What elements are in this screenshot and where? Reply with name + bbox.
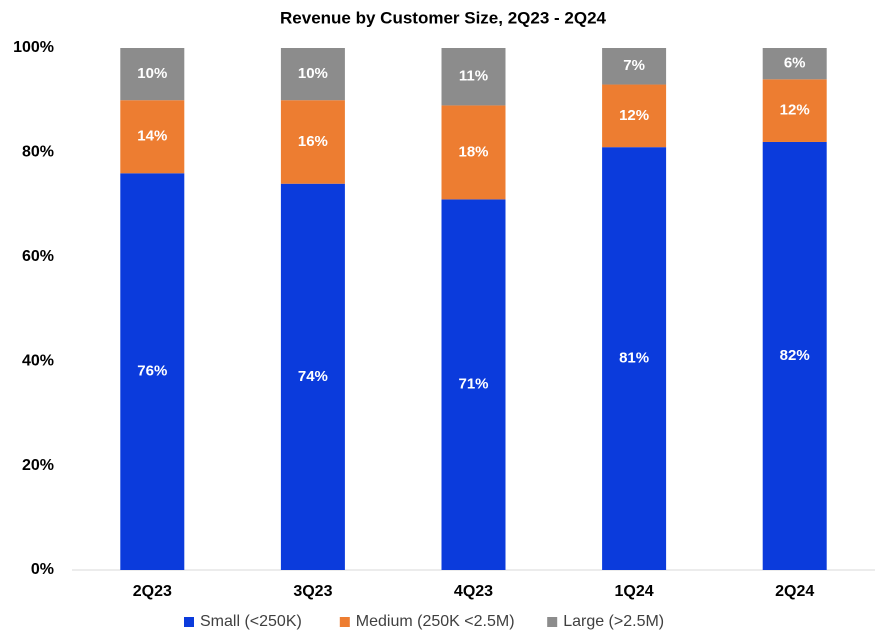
x-tick-label: 1Q24: [615, 583, 654, 600]
bar-segment: [441, 48, 506, 106]
bar-segment: [441, 105, 506, 200]
value-label: 82%: [780, 347, 810, 364]
x-tick-label: 2Q24: [775, 583, 814, 600]
value-label: 12%: [780, 102, 810, 119]
value-label: 18%: [458, 143, 488, 160]
legend-swatch: [547, 617, 558, 627]
legend-label: Small (<250K): [200, 613, 302, 630]
value-label: 10%: [298, 65, 328, 82]
bar-segment: [441, 199, 506, 570]
legend-label: Medium (250K <2.5M): [356, 613, 515, 630]
bar-segment: [120, 173, 185, 570]
x-tick-label: 4Q23: [454, 583, 493, 600]
bar-segment: [280, 48, 345, 101]
value-label: 76%: [137, 363, 167, 380]
y-tick-label: 80%: [22, 144, 54, 161]
bar-segment: [120, 48, 185, 101]
bar-segment: [280, 100, 345, 184]
bar-segment: [602, 84, 667, 148]
legend-swatch: [339, 617, 350, 627]
value-label: 71%: [458, 376, 488, 393]
value-label: 12%: [619, 107, 649, 124]
y-tick-label: 20%: [22, 457, 54, 474]
value-label: 11%: [459, 68, 488, 85]
bar-segment: [762, 79, 827, 142]
x-tick-label: 2Q23: [133, 583, 172, 600]
bar-segment: [762, 141, 827, 570]
x-tick-label: 3Q23: [293, 583, 332, 600]
y-tick-label: 100%: [13, 39, 54, 56]
y-tick-label: 40%: [22, 352, 54, 369]
bar-segment: [762, 48, 827, 80]
legend-swatch: [184, 617, 194, 627]
bar-segment: [280, 183, 345, 570]
legend-label: Large (>2.5M): [563, 613, 664, 630]
bar-segment: [602, 147, 667, 570]
value-label: 81%: [619, 350, 649, 367]
value-label: 6%: [784, 55, 806, 72]
bar-segment: [602, 48, 667, 85]
value-label: 74%: [298, 368, 328, 385]
value-label: 14%: [137, 128, 167, 145]
chart-title: Revenue by Customer Size, 2Q23 - 2Q24: [280, 8, 607, 27]
value-label: 10%: [137, 65, 167, 82]
value-label: 7%: [623, 57, 645, 74]
bar-segment: [120, 100, 185, 174]
y-tick-label: 0%: [31, 561, 54, 578]
y-tick-label: 60%: [22, 248, 54, 265]
value-label: 16%: [298, 133, 328, 150]
